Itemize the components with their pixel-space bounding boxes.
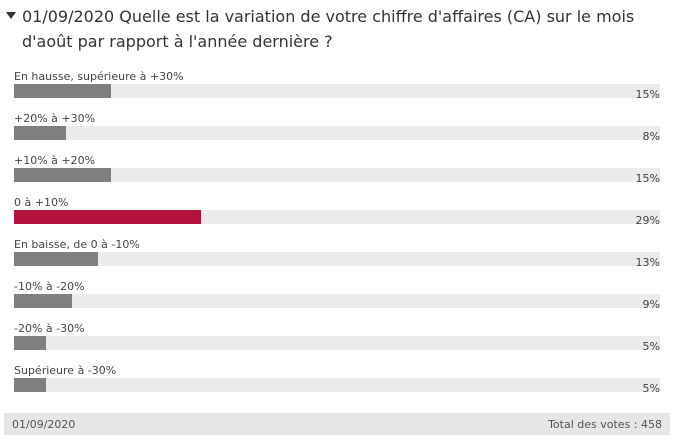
option-label: -20% à -30% [14, 322, 85, 335]
option-label: 0 à +10% [14, 196, 69, 209]
bar-track [14, 378, 660, 392]
poll-option: +10% à +20% 15% [14, 154, 660, 196]
bar-track [14, 84, 660, 98]
bar [14, 84, 111, 98]
value-label: 29% [635, 214, 660, 227]
bar [14, 168, 111, 182]
bar-track [14, 294, 660, 308]
bar-track [14, 126, 660, 140]
option-label: +20% à +30% [14, 112, 96, 125]
bar [14, 252, 98, 266]
value-label: 9% [642, 298, 660, 311]
value-label: 5% [642, 340, 660, 353]
value-label: 15% [635, 88, 660, 101]
option-label: En baisse, de 0 à -10% [14, 238, 140, 251]
value-label: 8% [642, 130, 660, 143]
poll-option: -10% à -20% 9% [14, 280, 660, 322]
option-label: -10% à -20% [14, 280, 85, 293]
poll-option: -20% à -30% 5% [14, 322, 660, 364]
value-label: 13% [635, 256, 660, 269]
poll-option: 0 à +10% 29% [14, 196, 660, 238]
value-label: 15% [635, 172, 660, 185]
bar-track [14, 252, 660, 266]
poll-option: +20% à +30% 8% [14, 112, 660, 154]
value-label: 5% [642, 382, 660, 395]
poll-option: En baisse, de 0 à -10% 13% [14, 238, 660, 280]
poll-question: 01/09/2020 Quelle est la variation de vo… [22, 7, 635, 51]
bar [14, 378, 47, 392]
bar [14, 336, 47, 350]
poll-date: 01/09/2020 [12, 418, 76, 431]
poll-footer: 01/09/2020 Total des votes : 458 [4, 413, 670, 435]
vote-total: Total des votes : 458 [548, 418, 662, 431]
bar-track [14, 336, 660, 350]
option-label: Supérieure à -30% [14, 364, 117, 377]
poll-option: En hausse, supérieure à +30% 15% [14, 70, 660, 112]
bar-track [14, 168, 660, 182]
collapse-toggle[interactable] [6, 12, 16, 19]
option-label: En hausse, supérieure à +30% [14, 70, 184, 83]
bar [14, 126, 66, 140]
option-label: +10% à +20% [14, 154, 96, 167]
bar-track [14, 210, 660, 224]
bar [14, 294, 73, 308]
bar [14, 210, 202, 224]
poll-option: Supérieure à -30% 5% [14, 364, 660, 406]
